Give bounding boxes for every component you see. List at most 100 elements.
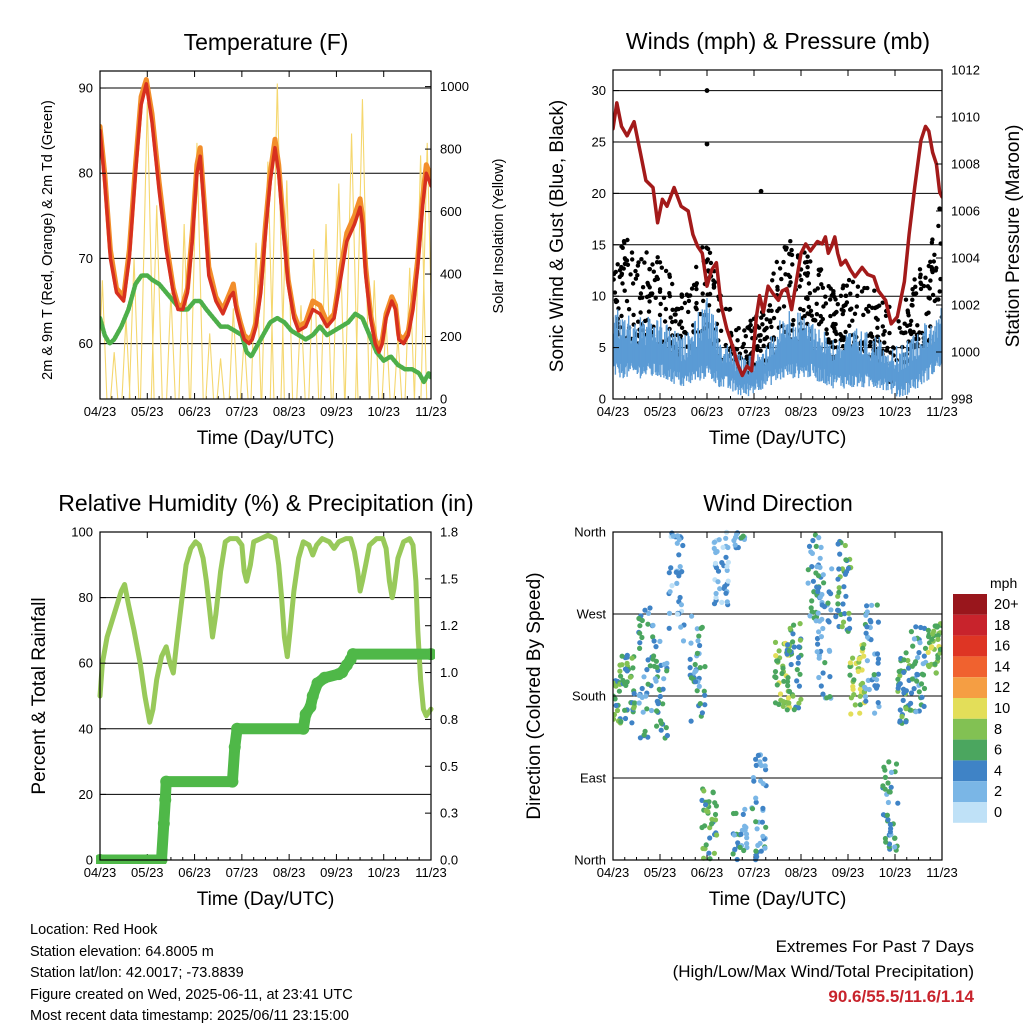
legend-swatch bbox=[953, 739, 987, 761]
y2-tick-label: 1.2 bbox=[440, 618, 458, 633]
direction-point bbox=[786, 648, 793, 654]
y2-tick-label: 1008 bbox=[951, 157, 980, 172]
direction-point bbox=[929, 644, 935, 650]
gust-point bbox=[897, 325, 902, 331]
gust-point bbox=[689, 286, 695, 291]
direction-point bbox=[773, 674, 779, 681]
gust-point bbox=[716, 308, 721, 313]
gust-point bbox=[928, 278, 933, 283]
direction-point bbox=[888, 784, 894, 790]
direction-point bbox=[920, 672, 927, 678]
direction-point bbox=[699, 797, 705, 804]
direction-point bbox=[905, 657, 911, 664]
direction-point bbox=[797, 671, 803, 677]
gust-point bbox=[711, 285, 717, 290]
gust-point bbox=[762, 328, 767, 333]
x-axis-label: Time (Day/UTC) bbox=[197, 889, 335, 910]
direction-point bbox=[863, 612, 869, 618]
gust-point bbox=[912, 292, 917, 297]
gust-point bbox=[701, 298, 706, 304]
x-axis-label: Time (Day/UTC) bbox=[709, 428, 847, 449]
direction-point bbox=[744, 841, 750, 847]
gust-point bbox=[806, 281, 812, 286]
gust-point bbox=[667, 272, 672, 277]
gust-point bbox=[833, 322, 838, 327]
gust-point bbox=[921, 283, 927, 289]
direction-point bbox=[835, 601, 841, 607]
direction-point bbox=[900, 697, 906, 704]
direction-point bbox=[710, 790, 716, 796]
direction-point bbox=[677, 564, 683, 570]
gust-point bbox=[789, 252, 795, 258]
direction-point bbox=[701, 788, 707, 794]
direction-point bbox=[847, 672, 853, 678]
direction-point bbox=[678, 624, 684, 630]
y-tick-label: 80 bbox=[79, 590, 93, 605]
gust-point bbox=[636, 260, 641, 265]
rainfall-point bbox=[96, 854, 106, 864]
legend-label: 20+ bbox=[994, 597, 1019, 613]
direction-point bbox=[836, 566, 842, 572]
direction-point bbox=[811, 589, 817, 595]
gust-point bbox=[691, 282, 697, 288]
gust-point bbox=[647, 299, 652, 304]
direction-point bbox=[622, 715, 629, 722]
direction-point bbox=[692, 679, 699, 685]
direction-point bbox=[709, 816, 715, 822]
solar-spike bbox=[269, 83, 285, 399]
direction-point bbox=[791, 707, 797, 713]
gust-point bbox=[629, 250, 635, 255]
gust-point bbox=[819, 319, 824, 324]
direction-point bbox=[937, 646, 942, 653]
gust-point bbox=[777, 266, 783, 271]
gust-point bbox=[799, 277, 804, 283]
gust-point bbox=[774, 259, 779, 265]
direction-point bbox=[698, 625, 704, 632]
direction-point bbox=[797, 637, 804, 643]
y-tick-label: West bbox=[577, 607, 607, 622]
direction-point bbox=[717, 586, 723, 592]
direction-point bbox=[706, 850, 712, 856]
direction-point bbox=[892, 835, 898, 841]
direction-point bbox=[915, 655, 921, 661]
gust-point bbox=[833, 338, 838, 344]
direction-point bbox=[639, 634, 645, 641]
direction-point bbox=[689, 613, 695, 619]
gust-point bbox=[670, 307, 675, 312]
gust-point bbox=[816, 267, 821, 272]
direction-point bbox=[818, 683, 824, 689]
y-tick-label: 25 bbox=[592, 134, 606, 149]
gust-point bbox=[779, 276, 784, 282]
gust-point bbox=[814, 301, 819, 306]
direction-point bbox=[702, 823, 708, 829]
gust-point bbox=[908, 328, 913, 333]
direction-point bbox=[864, 658, 871, 664]
gust-point bbox=[882, 329, 887, 334]
direction-point bbox=[713, 565, 720, 571]
direction-point bbox=[796, 700, 802, 706]
direction-point bbox=[903, 706, 909, 712]
direction-point bbox=[816, 535, 822, 541]
direction-point bbox=[925, 627, 932, 633]
gust-point bbox=[758, 338, 763, 343]
gust-point bbox=[707, 291, 713, 297]
gust-point bbox=[841, 283, 846, 288]
direction-point bbox=[790, 639, 796, 645]
direction-point bbox=[733, 810, 739, 817]
y2-tick-label: 1002 bbox=[951, 298, 980, 313]
direction-point bbox=[795, 705, 802, 711]
gust-point bbox=[855, 284, 861, 289]
direction-point bbox=[909, 676, 916, 682]
direction-point bbox=[651, 638, 657, 644]
direction-point bbox=[903, 688, 910, 694]
gust-point bbox=[670, 319, 675, 325]
direction-point bbox=[613, 716, 617, 722]
direction-point bbox=[732, 846, 738, 852]
gust-point bbox=[880, 300, 885, 305]
gust-point bbox=[855, 293, 860, 298]
direction-point bbox=[648, 707, 655, 714]
gust-point bbox=[777, 306, 782, 311]
direction-point bbox=[786, 700, 792, 706]
x-tick-label: 11/23 bbox=[415, 404, 447, 419]
direction-point bbox=[740, 811, 746, 818]
